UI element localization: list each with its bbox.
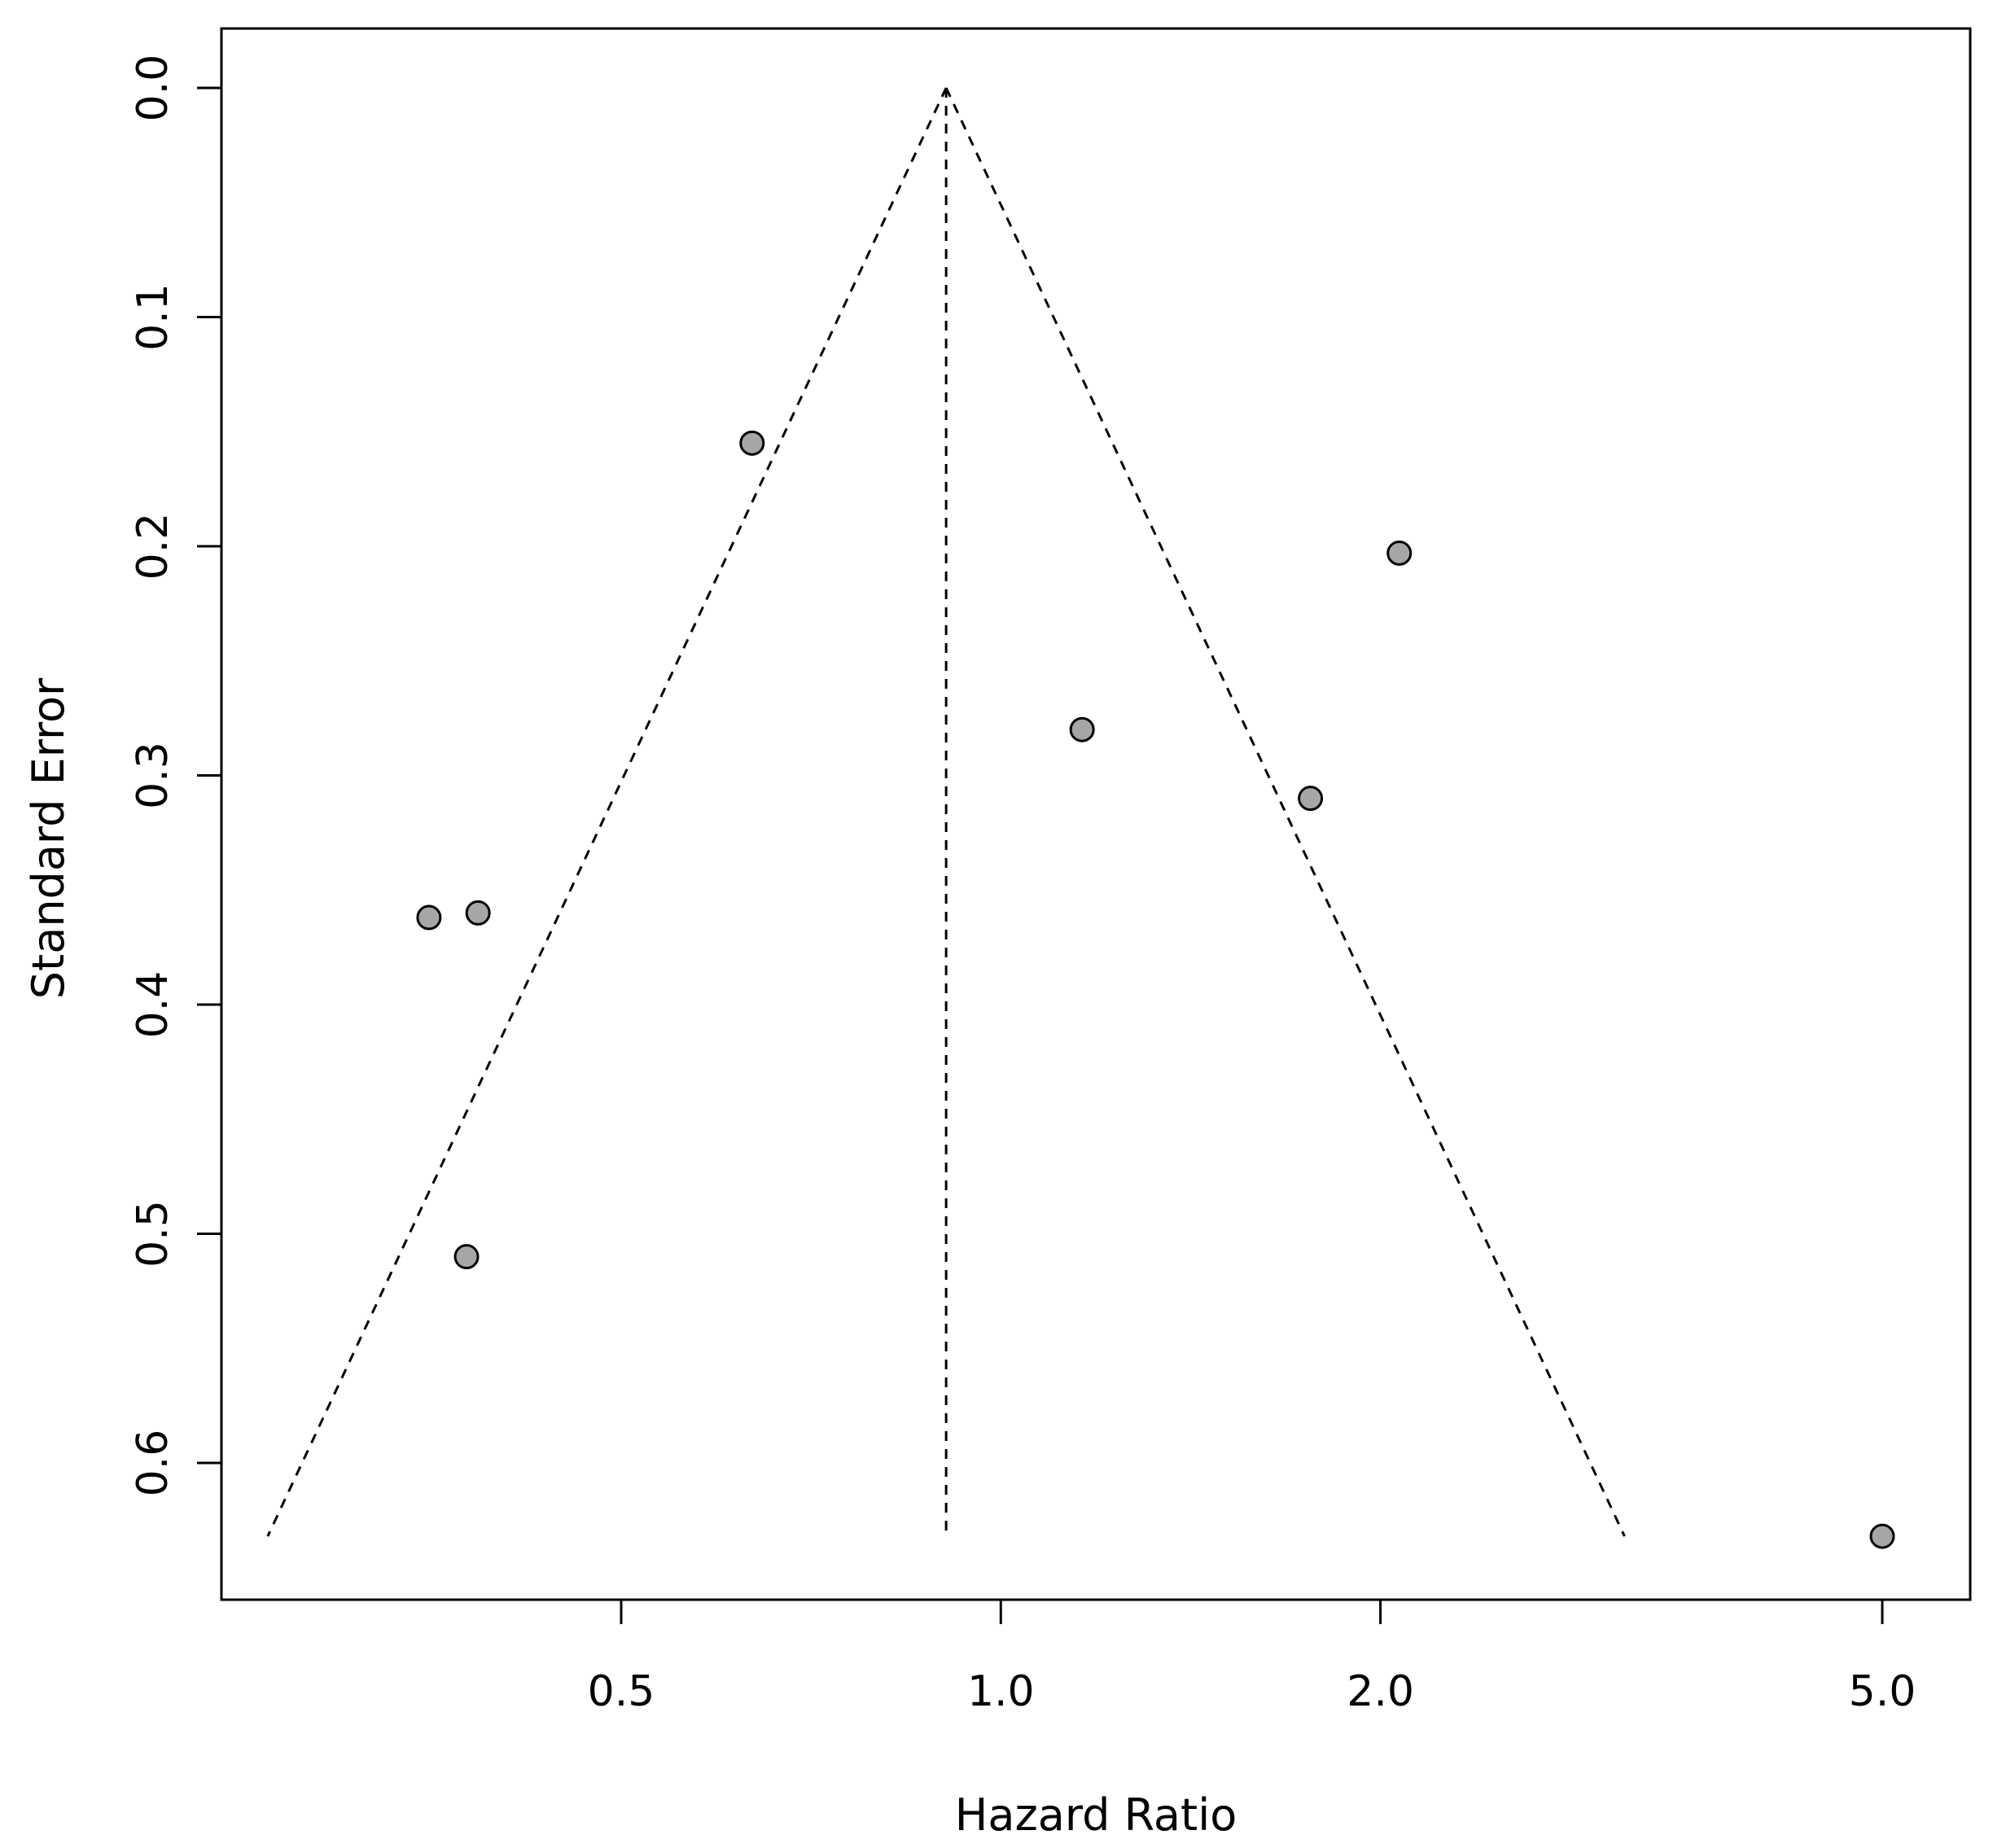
data-point [453,1244,480,1270]
x-axis-title: Hazard Ratio [955,1789,1237,1841]
data-points [416,430,1895,1549]
x-axis: 0.5 1.0 2.0 5.0 [588,1598,1916,1716]
plot-frame [220,27,1972,1601]
y-tick-label: 0.1 [129,283,177,351]
data-point [1298,786,1324,812]
x-tick-label: 0.5 [588,1667,655,1716]
data-point [1069,716,1095,742]
data-point [1386,540,1413,566]
data-point [416,904,442,931]
y-axis: 0.0 0.1 0.2 0.3 0.4 0.5 0.6 [129,55,223,1497]
y-tick-label: 0.6 [129,1430,177,1497]
x-tick-label: 5.0 [1849,1667,1916,1716]
funnel-left-limit [266,87,948,1537]
y-tick-label: 0.2 [129,513,177,580]
data-point [1869,1523,1895,1549]
x-tick-label: 2.0 [1347,1667,1414,1716]
y-tick-label: 0.0 [129,55,177,122]
data-point [739,430,765,456]
funnel-lines [266,87,1626,1537]
data-point [465,900,491,926]
x-tick-label: 1.0 [967,1667,1035,1716]
y-tick-label: 0.3 [129,742,177,809]
y-tick-label: 0.5 [129,1200,177,1268]
y-axis-title: Standard Error [23,677,74,999]
funnel-right-limit [944,87,1626,1537]
y-tick-label: 0.4 [129,971,177,1039]
